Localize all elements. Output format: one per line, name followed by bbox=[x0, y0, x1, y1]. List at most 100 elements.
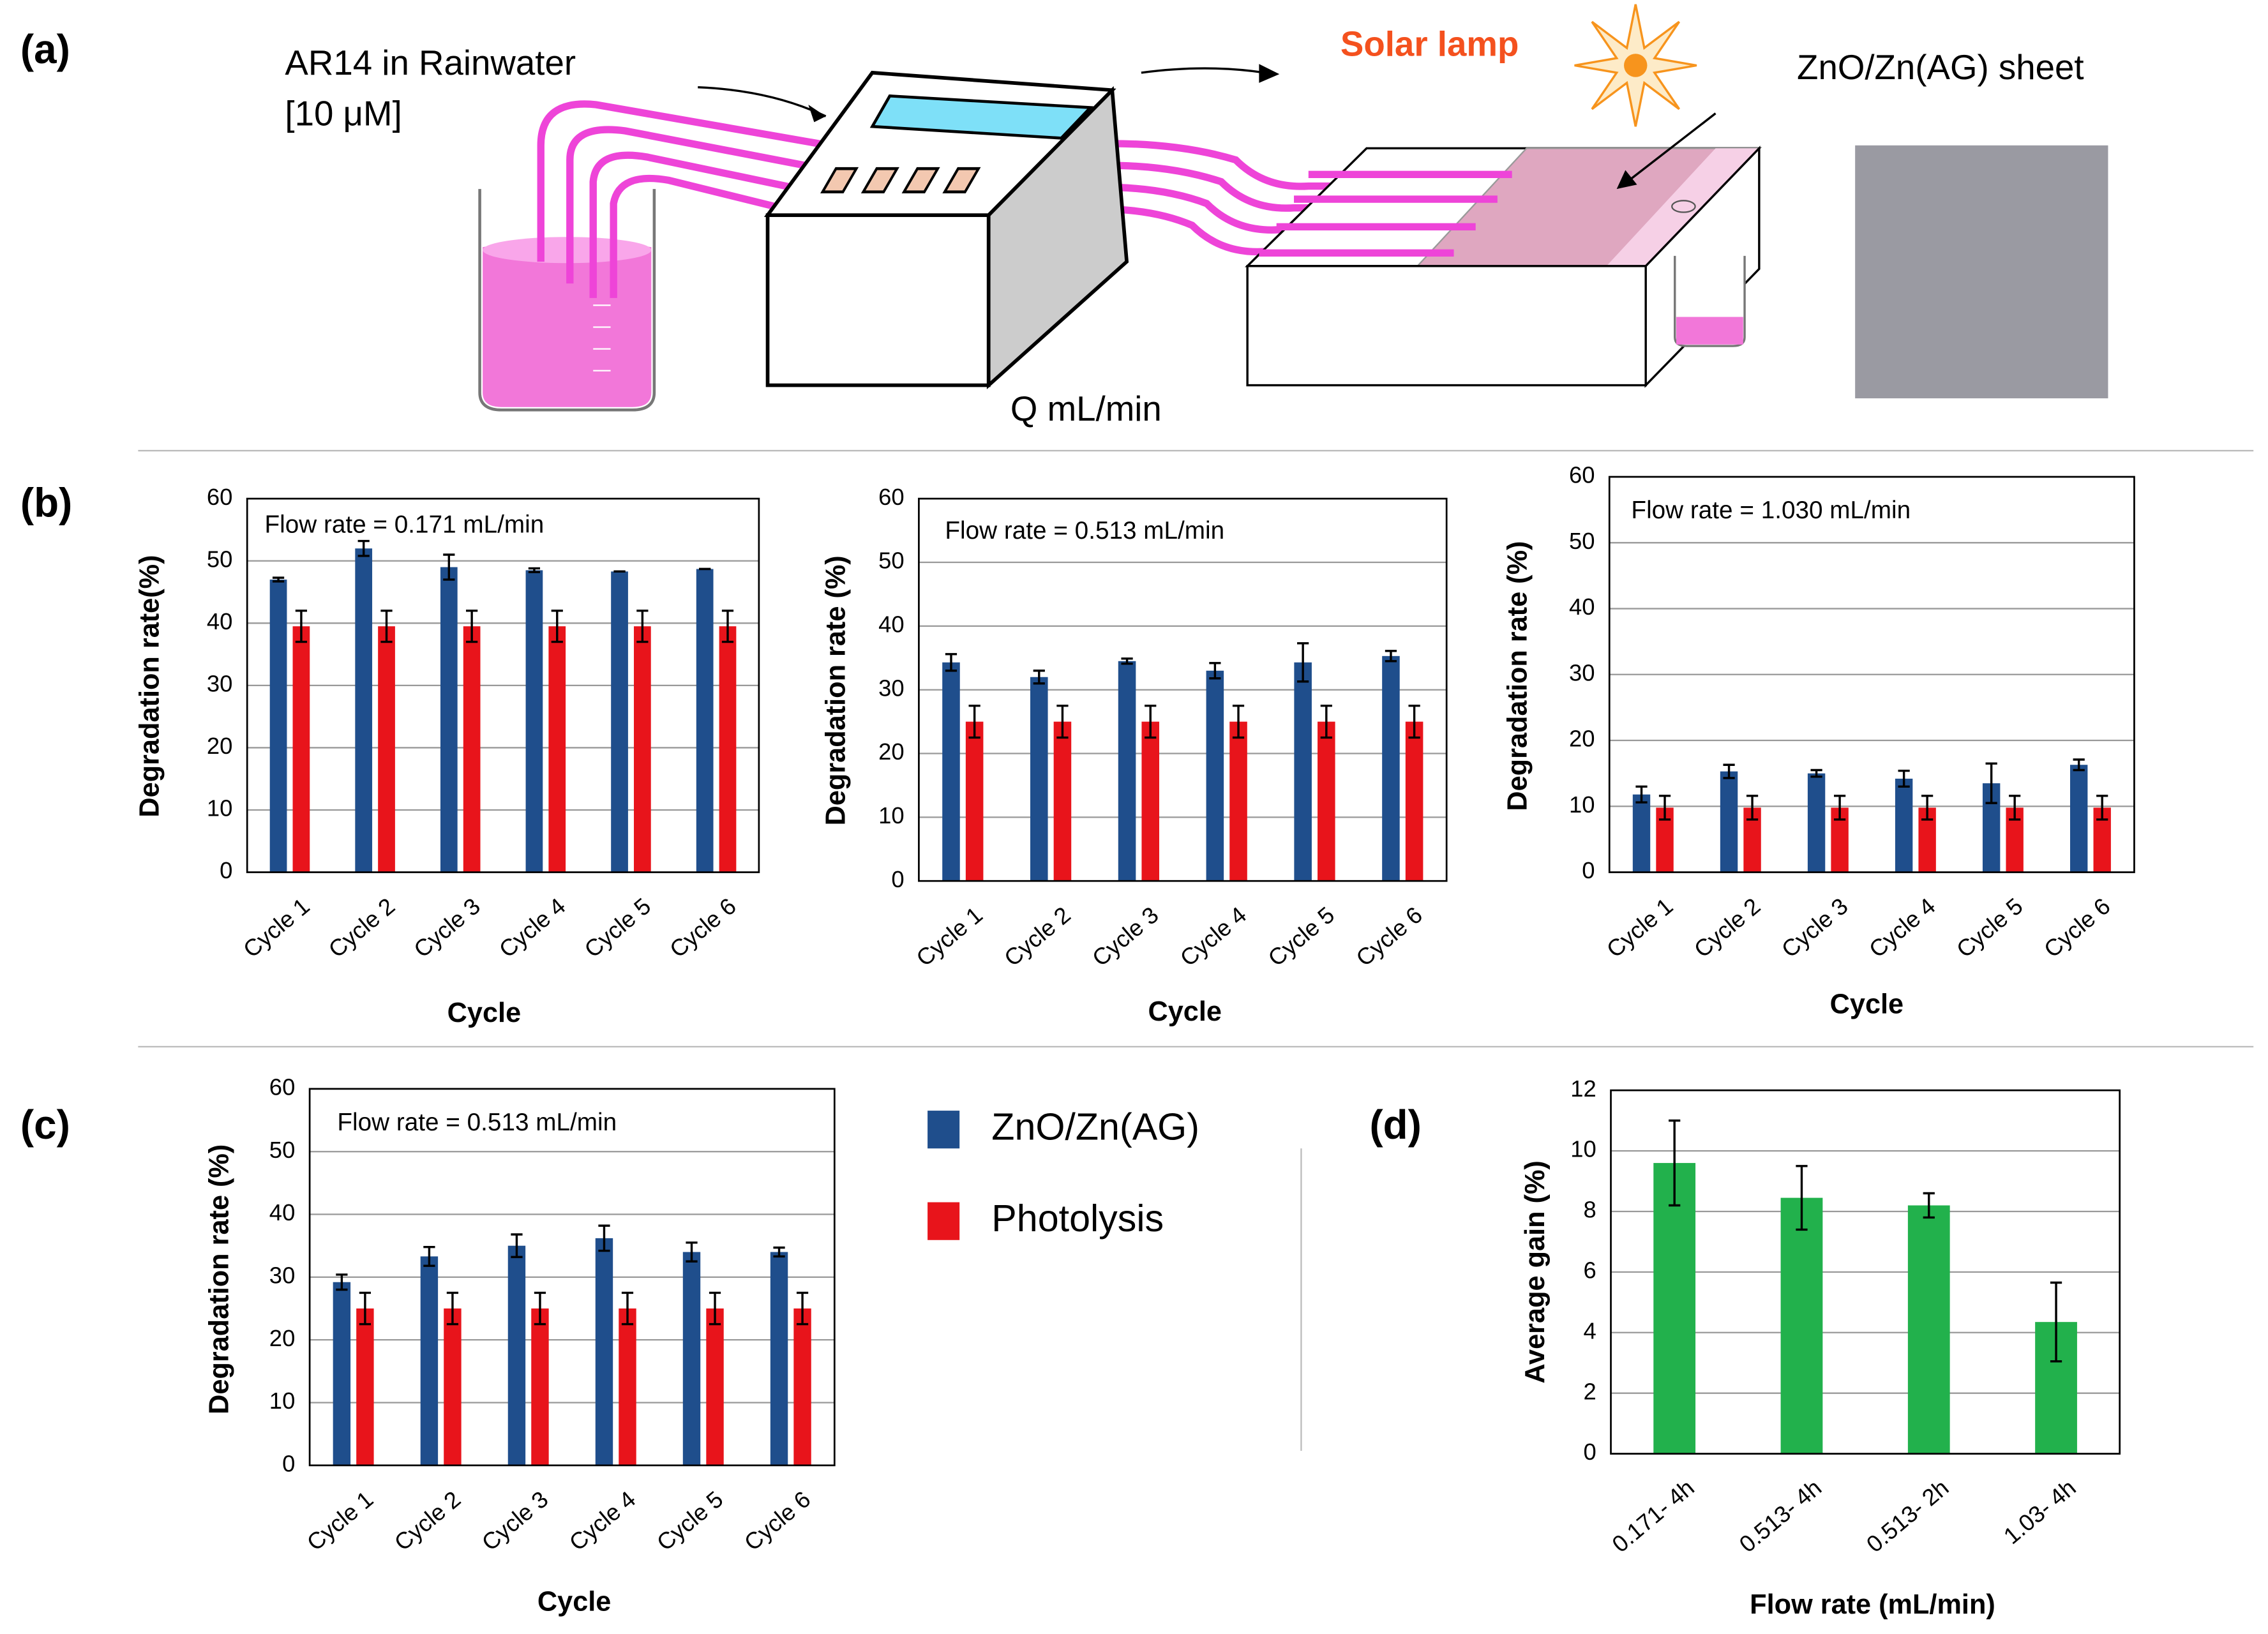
y-tick-label: 12 bbox=[1570, 1076, 1596, 1102]
x-tick-label: Cycle 6 bbox=[739, 1486, 815, 1556]
bar bbox=[1807, 773, 1826, 873]
y-tick-label: 50 bbox=[878, 548, 905, 574]
plot-border bbox=[1610, 1089, 2121, 1455]
y-tick-label: 0 bbox=[891, 866, 904, 892]
bar bbox=[1118, 661, 1136, 881]
x-tick-label: 1.03- 4h bbox=[1999, 1474, 2081, 1549]
plot-border bbox=[1608, 476, 2135, 873]
annotation: Flow rate = 1.030 mL/min bbox=[1631, 497, 1911, 524]
annotation: Flow rate = 0.513 mL/min bbox=[945, 517, 1224, 544]
flow-label: Q mL/min bbox=[1010, 389, 1162, 428]
sheet-label: ZnO/Zn(AG) sheet bbox=[1797, 48, 2084, 87]
x-tick-label: 0.513- 4h bbox=[1734, 1474, 1826, 1557]
y-axis-label: Average gain (%) bbox=[1520, 1160, 1551, 1383]
bar bbox=[420, 1256, 439, 1465]
bar bbox=[611, 571, 628, 873]
x-tick-label: Cycle 6 bbox=[665, 893, 740, 963]
x-tick-label: Cycle 5 bbox=[652, 1486, 728, 1556]
bar bbox=[525, 570, 543, 873]
y-tick-label: 40 bbox=[1569, 594, 1595, 620]
y-tick-label: 60 bbox=[1569, 462, 1595, 488]
x-axis-label: Cycle bbox=[537, 1587, 611, 1617]
bar bbox=[965, 721, 984, 881]
y-tick-label: 2 bbox=[1583, 1378, 1596, 1404]
bar bbox=[507, 1245, 526, 1465]
bar bbox=[333, 1282, 351, 1465]
panel-label: (a) bbox=[20, 26, 70, 72]
bar bbox=[1053, 721, 1072, 881]
y-tick-label: 40 bbox=[269, 1199, 296, 1226]
bar bbox=[942, 662, 960, 881]
bar bbox=[269, 580, 287, 873]
y-tick-label: 0 bbox=[282, 1450, 295, 1476]
x-tick-label: Cycle 4 bbox=[1864, 893, 1940, 963]
x-tick-label: Cycle 4 bbox=[564, 1486, 640, 1556]
annotation: Flow rate = 0.513 mL/min bbox=[337, 1109, 617, 1136]
pump-screen bbox=[869, 94, 1094, 140]
bar bbox=[719, 626, 737, 873]
plot-border bbox=[918, 497, 1448, 882]
y-tick-label: 4 bbox=[1583, 1317, 1596, 1344]
y-tick-label: 0 bbox=[1582, 857, 1595, 883]
y-tick-label: 10 bbox=[207, 795, 233, 821]
y-tick-label: 30 bbox=[207, 671, 233, 697]
plot-border bbox=[246, 497, 760, 873]
x-axis-label: Cycle bbox=[447, 998, 521, 1028]
x-tick-label: Cycle 5 bbox=[1263, 901, 1339, 971]
schematic: AR14 in Rainwater [10 μM] Q mL/min Solar… bbox=[285, 4, 2108, 428]
pump-front bbox=[765, 213, 991, 387]
y-tick-label: 20 bbox=[207, 733, 233, 759]
y-axis-label: Degradation rate (%) bbox=[820, 555, 851, 825]
y-axis-label: Degradation rate(%) bbox=[134, 555, 165, 817]
bar bbox=[1653, 1163, 1696, 1454]
x-axis-label: Flow rate (mL/min) bbox=[1750, 1589, 1995, 1620]
x-tick-label: Cycle 3 bbox=[409, 893, 484, 963]
bar bbox=[682, 1252, 701, 1465]
x-axis-label: Cycle bbox=[1830, 989, 1904, 1020]
bar bbox=[696, 569, 714, 873]
y-tick-label: 40 bbox=[878, 611, 905, 638]
x-tick-label: Cycle 2 bbox=[1689, 893, 1765, 963]
y-tick-label: 6 bbox=[1583, 1257, 1596, 1284]
x-tick-label: Cycle 1 bbox=[238, 893, 314, 963]
bar bbox=[1229, 721, 1247, 881]
bar bbox=[619, 1308, 636, 1465]
x-tick-label: 0.171- 4h bbox=[1607, 1474, 1699, 1557]
bar bbox=[463, 626, 481, 873]
x-tick-label: Cycle 2 bbox=[999, 901, 1075, 971]
legend-swatch bbox=[927, 1111, 960, 1149]
bar bbox=[1632, 794, 1651, 873]
y-tick-label: 0 bbox=[1583, 1439, 1596, 1465]
beaker bbox=[478, 189, 656, 412]
sun bbox=[1574, 4, 1697, 127]
bar bbox=[356, 1308, 374, 1465]
bar bbox=[1141, 721, 1160, 881]
y-tick-label: 20 bbox=[878, 738, 905, 765]
y-tick-label: 20 bbox=[1569, 726, 1595, 752]
x-tick-label: Cycle 3 bbox=[477, 1486, 553, 1556]
bar bbox=[634, 626, 651, 873]
x-tick-label: Cycle 1 bbox=[302, 1486, 378, 1556]
liquid bbox=[483, 239, 652, 407]
x-tick-label: Cycle 3 bbox=[1087, 901, 1163, 971]
x-axis-label: Cycle bbox=[1148, 996, 1221, 1027]
panel-label: (c) bbox=[20, 1102, 70, 1148]
bar bbox=[1318, 721, 1335, 881]
y-tick-label: 50 bbox=[269, 1137, 296, 1163]
bar bbox=[1907, 1205, 1950, 1454]
y-tick-label: 40 bbox=[207, 608, 233, 634]
pump-side bbox=[986, 86, 1129, 389]
bar bbox=[1206, 670, 1224, 881]
plot-border bbox=[308, 1088, 836, 1467]
bar bbox=[1720, 771, 1738, 873]
bar bbox=[1895, 778, 1913, 873]
x-tick-label: Cycle 3 bbox=[1776, 893, 1852, 963]
bar bbox=[1030, 677, 1048, 881]
bar bbox=[531, 1308, 549, 1465]
y-axis-label: Degradation rate (%) bbox=[204, 1144, 235, 1414]
concentration-label: [10 μM] bbox=[285, 94, 402, 133]
legend-swatch bbox=[927, 1202, 960, 1240]
x-tick-label: 0.513- 2h bbox=[1861, 1474, 1953, 1557]
sheet-photo bbox=[1855, 145, 2108, 399]
bar bbox=[706, 1308, 724, 1465]
